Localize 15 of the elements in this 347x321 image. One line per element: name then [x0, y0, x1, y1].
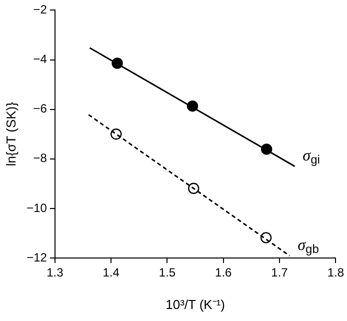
- x-tick-label: 1.5: [158, 266, 176, 280]
- x-tick-label: 1.4: [102, 266, 120, 280]
- y-tick-label: −6: [33, 102, 48, 116]
- x-axis-title: 10³/T (K⁻¹): [166, 296, 226, 312]
- x-tick-label: 1.3: [46, 266, 64, 280]
- y-tick-label: −12: [26, 250, 48, 264]
- y-tick-label: −8: [33, 151, 48, 166]
- y-tick-label: −4: [33, 52, 48, 66]
- x-tick-label: 1.6: [215, 266, 232, 280]
- y-tick-label: −2: [33, 2, 48, 17]
- x-tick-label: 1.7: [271, 266, 288, 280]
- y-tick-label: −10: [26, 200, 48, 215]
- y-axis-title: ln{σT (SK)}: [3, 101, 18, 166]
- point: [188, 182, 200, 194]
- x-tick-label: 1.8: [327, 266, 344, 280]
